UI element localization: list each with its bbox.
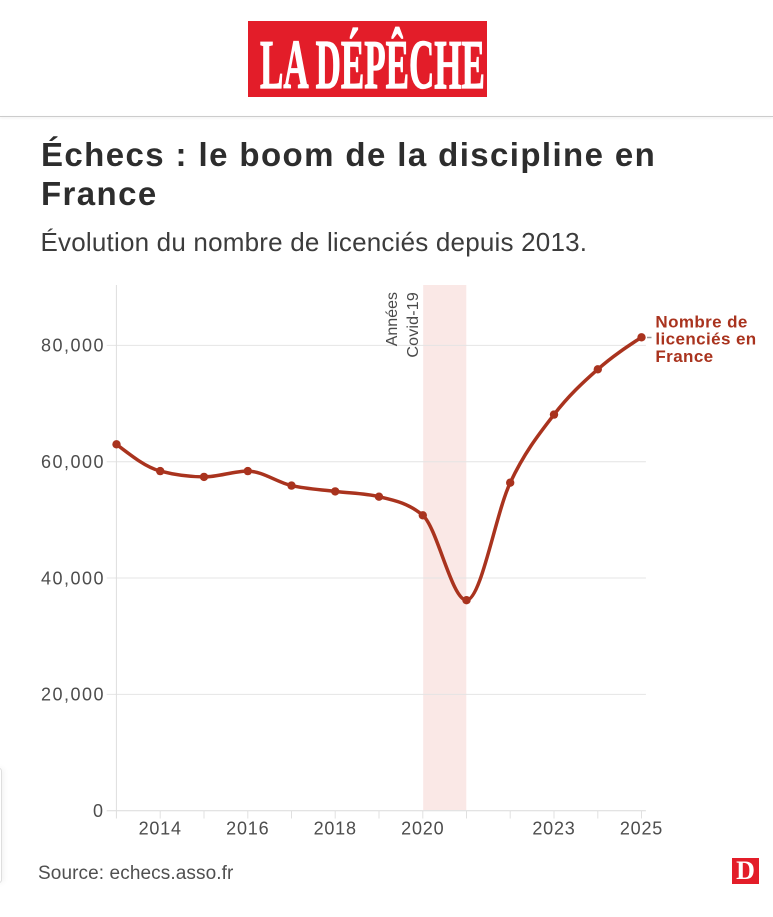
svg-text:40,000: 40,000 (41, 568, 105, 588)
svg-text:Covid-19: Covid-19 (405, 292, 422, 358)
svg-text:0: 0 (93, 801, 105, 821)
svg-text:2016: 2016 (226, 818, 269, 838)
svg-text:Années: Années (384, 292, 401, 346)
svg-text:2018: 2018 (314, 818, 357, 838)
svg-text:80,000: 80,000 (41, 336, 105, 356)
svg-text:2014: 2014 (139, 818, 182, 838)
svg-text:Nombre de: Nombre de (655, 313, 747, 332)
svg-text:60,000: 60,000 (41, 452, 105, 472)
svg-text:2020: 2020 (401, 818, 444, 838)
svg-text:licenciés en: licenciés en (655, 330, 756, 349)
svg-text:20,000: 20,000 (41, 685, 105, 705)
svg-text:2025: 2025 (620, 818, 663, 838)
svg-text:2023: 2023 (532, 818, 575, 838)
svg-text:France: France (655, 347, 713, 366)
